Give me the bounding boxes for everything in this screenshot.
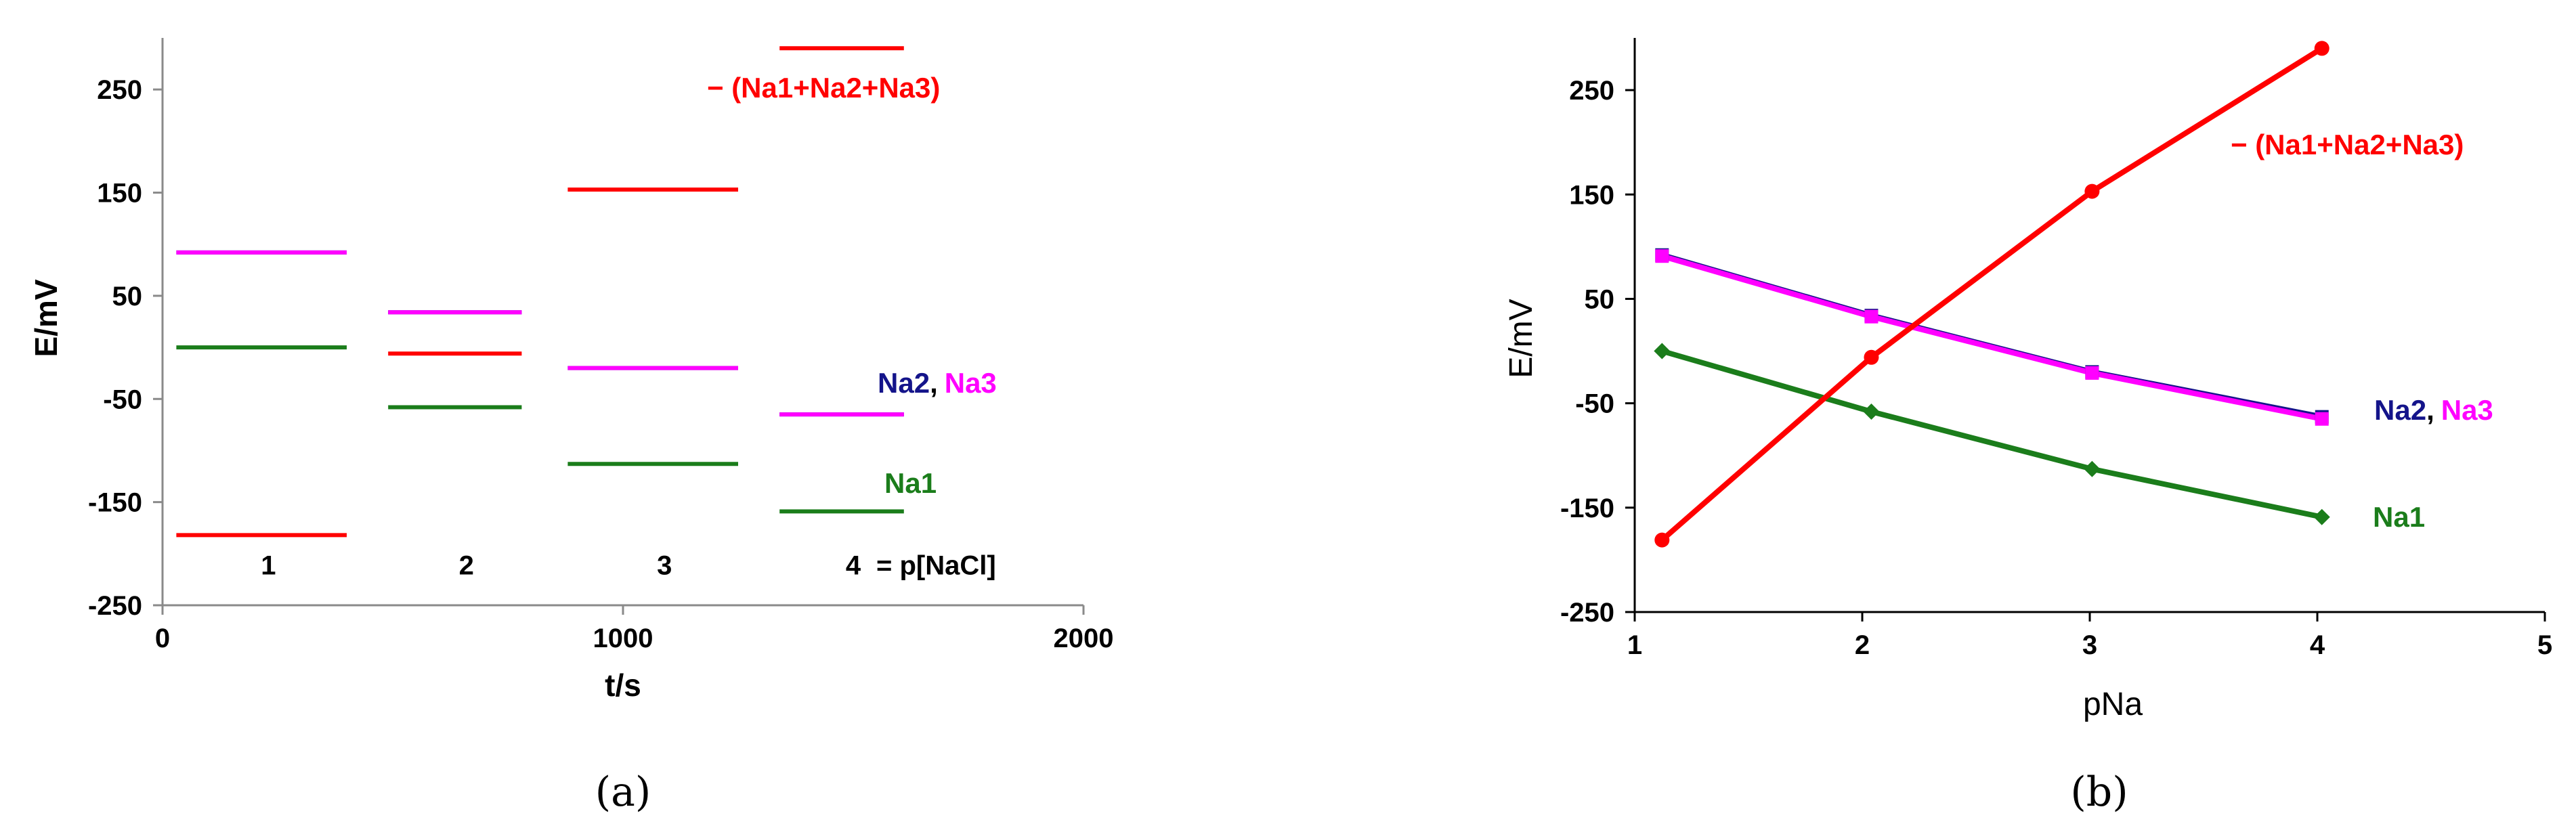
chart-b-x-tick-label: 4 [2310, 630, 2325, 660]
chart-b-point-na3 [1864, 309, 1879, 324]
chart-b-line-na1 [1661, 348, 2323, 520]
chart-b-point-na1 [2084, 460, 2101, 477]
chart-b-y-axis-title: E/mV [1503, 299, 1539, 378]
chart-b-line-na3 [1661, 253, 2323, 422]
chart-a-y-tick-label: 50 [112, 282, 143, 311]
chart-a-sum-label: − (Na1+Na2+Na3) [707, 72, 940, 104]
chart-a-step-label: 4 [846, 550, 861, 580]
chart-b-y-tick-label: -150 [1560, 494, 1614, 523]
chart-a-x-axis-title: t/s [605, 668, 641, 703]
chart-b-point-na1 [2313, 508, 2330, 525]
chart-a-step-label: 1 [261, 550, 276, 580]
chart-a-y-tick-label: -250 [88, 591, 142, 621]
chart-b-comma: , [2426, 394, 2434, 426]
chart-a-panel-label: (a) [595, 768, 651, 816]
chart-a-step-label: 3 [657, 550, 672, 580]
chart-b-line-sum [1660, 46, 2323, 542]
chart-a-na3-label: Na3 [945, 367, 997, 399]
chart-b-y-tick-label: 50 [1585, 284, 1615, 314]
chart-b-y-tick-label: 250 [1569, 76, 1614, 106]
chart-a-na2na3-label: Na2, Na3 [878, 367, 997, 399]
chart-b-point-sum [1864, 349, 1879, 365]
chart-a-y-tick-label: -150 [88, 488, 142, 518]
chart-b-point-sum [1654, 532, 1670, 548]
chart-a-x-tick-label: 2000 [1054, 624, 1114, 653]
chart-b: -250 -150 -50 50 150 250 1 2 3 4 5 pNa E/mV − (Na1… [1503, 38, 2552, 816]
chart-b-point-na1 [1863, 403, 1880, 420]
chart-a-axes [153, 38, 1085, 615]
chart-b-x-tick-label: 3 [2082, 630, 2097, 660]
chart-b-point-na3 [2085, 366, 2099, 380]
chart-a-step-suffix: = p[NaCl] [876, 550, 996, 580]
chart-b-na1-label: Na1 [2373, 501, 2425, 533]
chart-b-panel-label: (b) [2070, 768, 2128, 816]
chart-b-sum-label: − (Na1+Na2+Na3) [2231, 129, 2464, 160]
chart-b-x-tick-label: 1 [1627, 630, 1642, 660]
chart-a-y-tick-label: 250 [97, 75, 142, 105]
chart-b-y-tick-label: -250 [1560, 598, 1614, 628]
chart-b-axes [1625, 38, 2546, 622]
chart-a-x-tick-label: 1000 [593, 624, 653, 653]
chart-a-y-tick-label: 150 [97, 179, 142, 209]
chart-a-y-axis-title: E/mV [28, 279, 64, 357]
chart-a-na2-label: Na2 [878, 367, 930, 399]
chart-a-step-label: 2 [459, 550, 474, 580]
chart-a-tick-labels: -250 -150 -50 50 150 250 0 1000 2000 [88, 75, 1114, 653]
chart-b-x-tick-label: 2 [1855, 630, 1870, 660]
chart-b-y-tick-label: -50 [1575, 389, 1614, 419]
chart-b-na2na3-label: Na2, Na3 [2374, 394, 2493, 426]
chart-b-tick-labels: -250 -150 -50 50 150 250 1 2 3 4 5 [1560, 76, 2552, 660]
chart-a-x-tick-label: 0 [155, 624, 170, 653]
chart-a-y-tick-label: -50 [103, 385, 142, 414]
chart-b-line-na2 [1661, 252, 2323, 420]
chart-b-na3-label: Na3 [2441, 394, 2493, 426]
chart-b-series [1654, 41, 2330, 548]
chart-b-point-na1 [1654, 343, 1671, 359]
chart-a-series [176, 46, 904, 538]
chart-a-na1-label: Na1 [884, 467, 937, 499]
chart-b-na2-label: Na2 [2374, 394, 2426, 426]
chart-b-point-na3 [2315, 412, 2329, 426]
chart-a-comma: , [930, 367, 938, 399]
chart-b-x-axis-title: pNa [2083, 687, 2143, 722]
chart-a: -250 -150 -50 50 150 250 0 1000 2000 1 2 3 4 = p[NaC… [28, 38, 1113, 816]
chart-b-y-tick-label: 150 [1569, 180, 1614, 210]
chart-b-point-na3 [1655, 249, 1669, 263]
chart-b-point-sum [2314, 41, 2330, 56]
chart-b-point-sum [2084, 183, 2100, 199]
chart-a-step-labels: 1 2 3 4 = p[NaCl] [261, 550, 995, 580]
chart-b-x-tick-label: 5 [2537, 630, 2552, 660]
